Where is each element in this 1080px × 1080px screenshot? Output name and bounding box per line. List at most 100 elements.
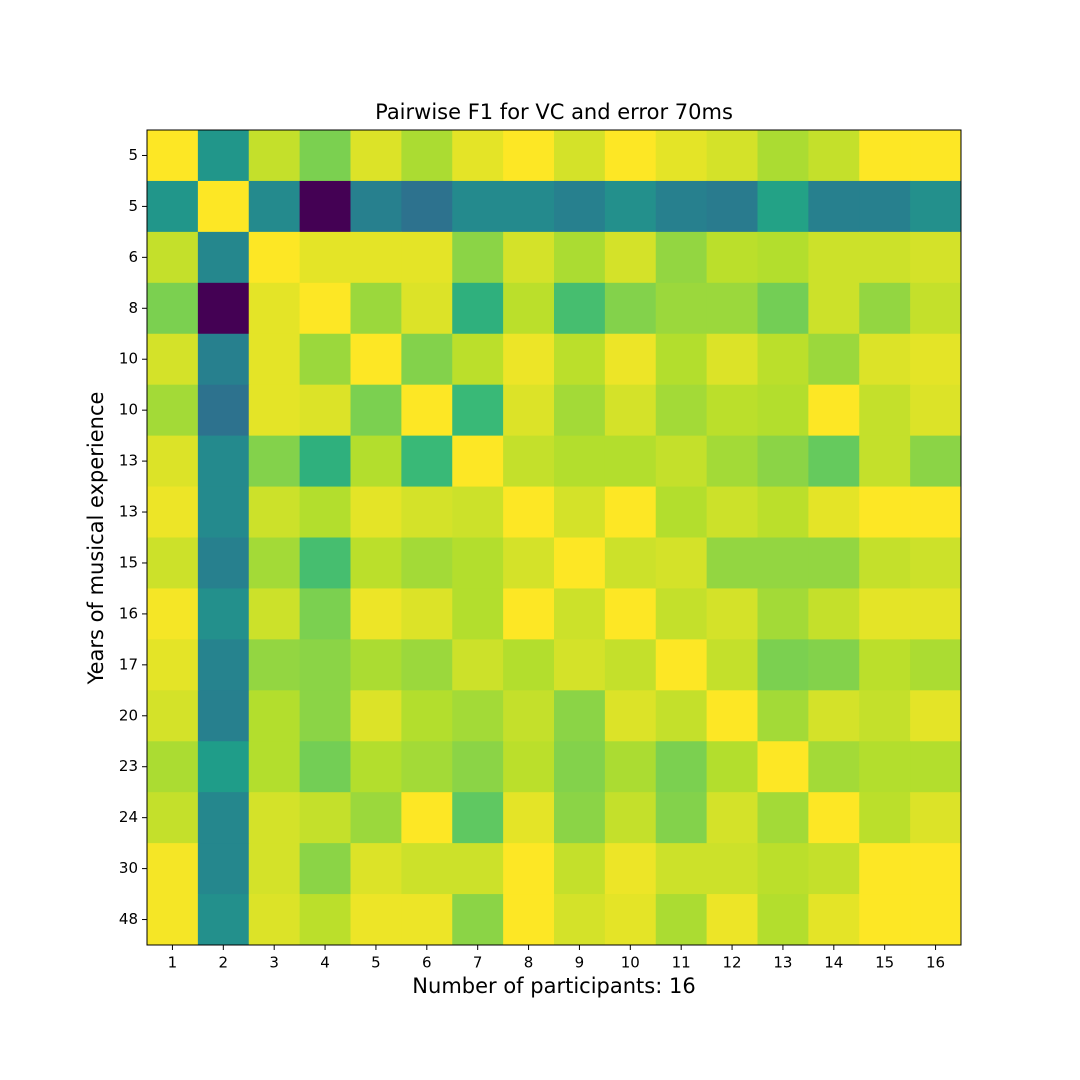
heatmap-cell bbox=[299, 690, 351, 742]
heatmap-cell bbox=[350, 588, 402, 640]
heatmap-cell bbox=[248, 894, 301, 946]
x-tick-label: 2 bbox=[219, 954, 229, 972]
heatmap-cell bbox=[910, 486, 962, 538]
heatmap-cell bbox=[655, 333, 708, 386]
plot-frame bbox=[146, 129, 962, 946]
heatmap-cell bbox=[299, 741, 351, 793]
heatmap-cell bbox=[604, 843, 657, 895]
heatmap-cell bbox=[503, 588, 555, 640]
heatmap-cell bbox=[554, 282, 606, 335]
heatmap-cell bbox=[401, 486, 453, 538]
heatmap-cell bbox=[197, 537, 250, 589]
heatmap-cell bbox=[757, 180, 809, 233]
heatmap-cell bbox=[452, 537, 504, 589]
heatmap-cell bbox=[910, 180, 962, 233]
heatmap-cell bbox=[604, 231, 657, 284]
heatmap-cell bbox=[401, 843, 453, 895]
heatmap-cell bbox=[452, 588, 504, 640]
heatmap-cell bbox=[604, 486, 657, 538]
heatmap-cell bbox=[554, 741, 606, 793]
heatmap-cell bbox=[401, 384, 453, 437]
heatmap-cell bbox=[808, 435, 860, 488]
heatmap-cell bbox=[910, 282, 962, 335]
heatmap-cell bbox=[503, 435, 555, 488]
heatmap-cell bbox=[299, 130, 351, 182]
heatmap-cell bbox=[350, 792, 402, 844]
heatmap-cell bbox=[859, 741, 911, 793]
heatmap-cell bbox=[197, 130, 250, 182]
heatmap-cell bbox=[554, 537, 606, 589]
heatmap-cell bbox=[554, 435, 606, 488]
heatmap-cell bbox=[655, 690, 708, 742]
y-tick-label: 20 bbox=[119, 706, 138, 724]
heatmap-cell bbox=[503, 180, 555, 233]
heatmap-cell bbox=[350, 130, 402, 182]
heatmap-cell bbox=[604, 690, 657, 742]
heatmap-cell bbox=[248, 741, 301, 793]
heatmap-cell bbox=[859, 333, 911, 386]
heatmap-cell bbox=[655, 180, 708, 233]
heatmap-cell bbox=[706, 180, 758, 233]
heatmap-cell bbox=[859, 792, 911, 844]
heatmap-cell bbox=[147, 486, 199, 538]
x-tick-label: 11 bbox=[672, 954, 691, 972]
heatmap-cell bbox=[147, 588, 199, 640]
heatmap-cell bbox=[452, 486, 504, 538]
heatmap-cell bbox=[147, 333, 199, 386]
heatmap-cell bbox=[401, 894, 453, 946]
heatmap-cell bbox=[859, 588, 911, 640]
x-tick-label: 8 bbox=[524, 954, 534, 972]
heatmap-cell bbox=[248, 588, 301, 640]
heatmap-cell bbox=[299, 384, 351, 437]
heatmap-cell bbox=[655, 894, 708, 946]
heatmap-cell bbox=[757, 435, 809, 488]
x-tick-label: 16 bbox=[926, 954, 945, 972]
heatmap-cell bbox=[910, 792, 962, 844]
heatmap-cell bbox=[503, 537, 555, 589]
heatmap-cell bbox=[197, 690, 250, 742]
heatmap-cell bbox=[197, 333, 250, 386]
heatmap-cell bbox=[757, 690, 809, 742]
heatmap-cell bbox=[757, 588, 809, 640]
heatmap-cell bbox=[350, 690, 402, 742]
heatmap-cell bbox=[147, 435, 199, 488]
heatmap-cell bbox=[452, 435, 504, 488]
x-tick-label: 14 bbox=[824, 954, 843, 972]
heatmap-cell bbox=[859, 486, 911, 538]
x-tick-label: 9 bbox=[575, 954, 585, 972]
heatmap-cell bbox=[554, 690, 606, 742]
heatmap-cell bbox=[197, 588, 250, 640]
chart-title: Pairwise F1 for VC and error 70ms bbox=[375, 100, 733, 124]
heatmap-cell bbox=[706, 231, 758, 284]
y-tick-label: 6 bbox=[128, 248, 138, 266]
heatmap-cell bbox=[706, 639, 758, 691]
heatmap-cell bbox=[808, 792, 860, 844]
heatmap-cell bbox=[147, 180, 199, 233]
heatmap-cell bbox=[554, 384, 606, 437]
heatmap-cell bbox=[859, 894, 911, 946]
heatmap-cell bbox=[910, 843, 962, 895]
y-tick-label: 5 bbox=[128, 197, 138, 215]
heatmap-cell bbox=[910, 639, 962, 691]
heatmap-cell bbox=[757, 231, 809, 284]
heatmap-cell bbox=[757, 486, 809, 538]
x-tick-label: 13 bbox=[773, 954, 792, 972]
heatmap-cell bbox=[706, 792, 758, 844]
heatmap-cell bbox=[757, 333, 809, 386]
heatmap-cell bbox=[655, 282, 708, 335]
heatmap-cell bbox=[757, 384, 809, 437]
heatmap-cell bbox=[655, 792, 708, 844]
heatmap-cell bbox=[503, 333, 555, 386]
heatmap-cell bbox=[757, 639, 809, 691]
heatmap-cell bbox=[859, 639, 911, 691]
x-tick-label: 12 bbox=[723, 954, 742, 972]
heatmap-cell bbox=[808, 486, 860, 538]
heatmap-cell bbox=[503, 741, 555, 793]
heatmap-cell bbox=[401, 537, 453, 589]
heatmap-cell bbox=[757, 741, 809, 793]
heatmap-cell bbox=[197, 843, 250, 895]
heatmap-cell bbox=[859, 537, 911, 589]
heatmap-cell bbox=[197, 231, 250, 284]
heatmap-cell bbox=[452, 741, 504, 793]
x-tick-label: 10 bbox=[621, 954, 640, 972]
